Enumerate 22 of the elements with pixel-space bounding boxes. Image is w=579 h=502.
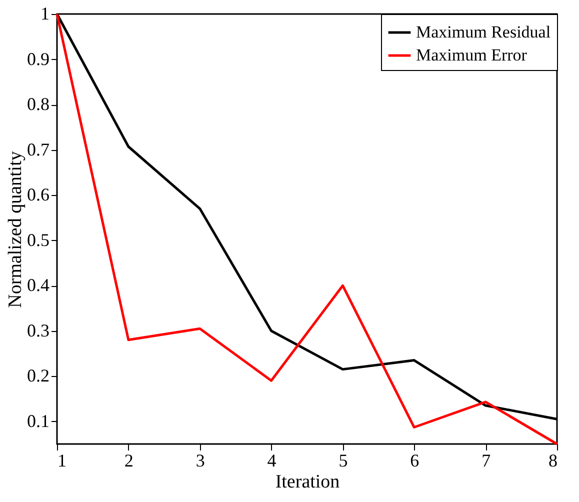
x-tick-label: 7 [482,450,491,470]
x-tick-label: 4 [267,450,276,470]
y-tick-label: 0.1 [27,410,50,431]
y-tick-label: 0.6 [27,184,50,205]
y-tick-label: 0.4 [27,275,50,296]
y-axis-title: Normalized quantity [5,150,26,308]
x-axis-title: Iteration [275,472,340,492]
y-tick-label: 0.7 [27,139,50,160]
x-tick-label: 1 [58,450,66,470]
x-tick-label: 3 [196,450,205,470]
y-tick-label: 0.2 [27,366,50,386]
y-tick-label: 1 [40,4,50,24]
y-tick-label: 0.8 [27,94,50,114]
x-tick-label: 5 [338,450,348,470]
legend-label: Maximum Error [416,46,528,64]
y-tick-label: 0.5 [27,230,50,250]
x-tick-label: 8 [548,450,558,470]
x-tick-label: 6 [410,450,420,470]
legend-label: Maximum Residual [416,22,551,42]
y-tick-label: 0.3 [27,320,50,340]
x-tick-label: 2 [124,450,134,470]
y-tick-label: 0.9 [27,48,50,69]
